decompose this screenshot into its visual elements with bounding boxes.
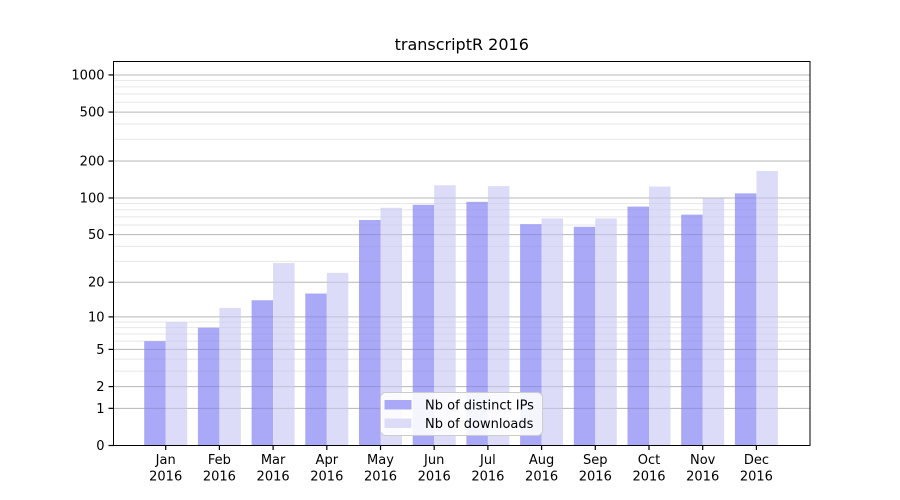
x-tick-label-year: 2016 xyxy=(418,470,451,485)
y-tick-label: 100 xyxy=(80,191,105,206)
bar-jul-distinct-ips xyxy=(466,201,488,446)
x-tick-label-year: 2016 xyxy=(579,470,612,485)
x-tick-label-month: Mar xyxy=(261,453,286,468)
y-tick-label: 1 xyxy=(96,402,104,417)
y-tick-label: 5 xyxy=(96,343,104,358)
x-tick-label-year: 2016 xyxy=(525,470,558,485)
legend-label-downloads: Nb of downloads xyxy=(425,417,534,432)
x-tick-label-year: 2016 xyxy=(740,470,773,485)
legend: Nb of distinct IPs Nb of downloads xyxy=(380,392,543,436)
y-tick-label: 10 xyxy=(88,310,105,325)
y-tick-label: 50 xyxy=(88,228,105,243)
x-tick-label-year: 2016 xyxy=(203,470,236,485)
x-tick-label-month: Feb xyxy=(208,453,231,468)
x-tick-label-month: Sep xyxy=(583,453,608,468)
bar-jul-downloads xyxy=(487,186,510,446)
bar-jun-downloads xyxy=(434,185,456,446)
x-tick-label-month: Jan xyxy=(155,453,176,468)
x-tick-label-year: 2016 xyxy=(364,470,397,485)
x-tick-label-year: 2016 xyxy=(632,470,665,485)
bar-jan-downloads xyxy=(165,322,188,446)
y-tick-label: 2 xyxy=(96,380,104,395)
y-tick-label: 20 xyxy=(88,276,105,291)
bar-feb-distinct-ips xyxy=(197,327,220,446)
legend-swatch-distinct-ips xyxy=(384,400,412,410)
plot-border xyxy=(112,60,811,447)
x-tick-label-month: Nov xyxy=(690,453,716,468)
bar-mar-distinct-ips xyxy=(251,300,274,446)
x-tick-label-month: May xyxy=(367,453,394,468)
x-tick-label-year: 2016 xyxy=(149,470,182,485)
bar-sep-distinct-ips xyxy=(573,226,596,446)
bar-oct-downloads xyxy=(649,186,671,446)
y-tick-label: 1000 xyxy=(71,68,104,83)
bar-apr-distinct-ips xyxy=(305,293,327,446)
bar-apr-downloads xyxy=(326,272,349,446)
x-tick-label-year: 2016 xyxy=(686,470,719,485)
bar-mar-downloads xyxy=(273,263,295,446)
bar-dec-downloads xyxy=(756,170,778,446)
legend-swatch-downloads xyxy=(384,418,412,428)
bars xyxy=(144,170,778,446)
x-tick-label-month: Jun xyxy=(423,453,444,468)
bar-jan-distinct-ips xyxy=(144,341,166,446)
y-tick-label: 200 xyxy=(80,155,105,170)
legend-label-distinct-ips: Nb of distinct IPs xyxy=(425,399,534,414)
x-tick-label-year: 2016 xyxy=(257,470,290,485)
tick-labels: 0 1 2 5 10 20 50 100 200 500 1000 Jan 2016 Feb 2016 Mar… xyxy=(71,68,773,484)
bar-nov-downloads xyxy=(702,198,725,446)
bar-sep-downloads xyxy=(595,218,617,446)
bar-oct-distinct-ips xyxy=(627,206,649,446)
x-tick-label-year: 2016 xyxy=(471,470,504,485)
bar-nov-distinct-ips xyxy=(681,214,703,446)
axes xyxy=(108,60,811,450)
bar-aug-distinct-ips xyxy=(520,224,542,446)
y-tick-label: 0 xyxy=(96,439,104,454)
x-tick-label-year: 2016 xyxy=(310,470,343,485)
bar-jun-distinct-ips xyxy=(412,204,435,446)
legend-box xyxy=(380,392,543,436)
bar-may-distinct-ips xyxy=(359,219,381,446)
bar-dec-distinct-ips xyxy=(734,193,757,446)
x-tick-label-month: Apr xyxy=(316,453,339,468)
x-tick-label-month: Jul xyxy=(479,453,496,468)
bar-feb-downloads xyxy=(219,307,241,446)
y-tick-label: 500 xyxy=(80,106,105,121)
bar-may-downloads xyxy=(380,207,402,446)
chart-title: transcriptR 2016 xyxy=(395,35,529,54)
x-tick-label-month: Oct xyxy=(638,453,660,468)
x-tick-label-month: Aug xyxy=(529,453,554,468)
x-tick-label-month: Dec xyxy=(744,453,769,468)
gridlines-overlay xyxy=(113,74,810,409)
bar-aug-downloads xyxy=(541,218,564,446)
